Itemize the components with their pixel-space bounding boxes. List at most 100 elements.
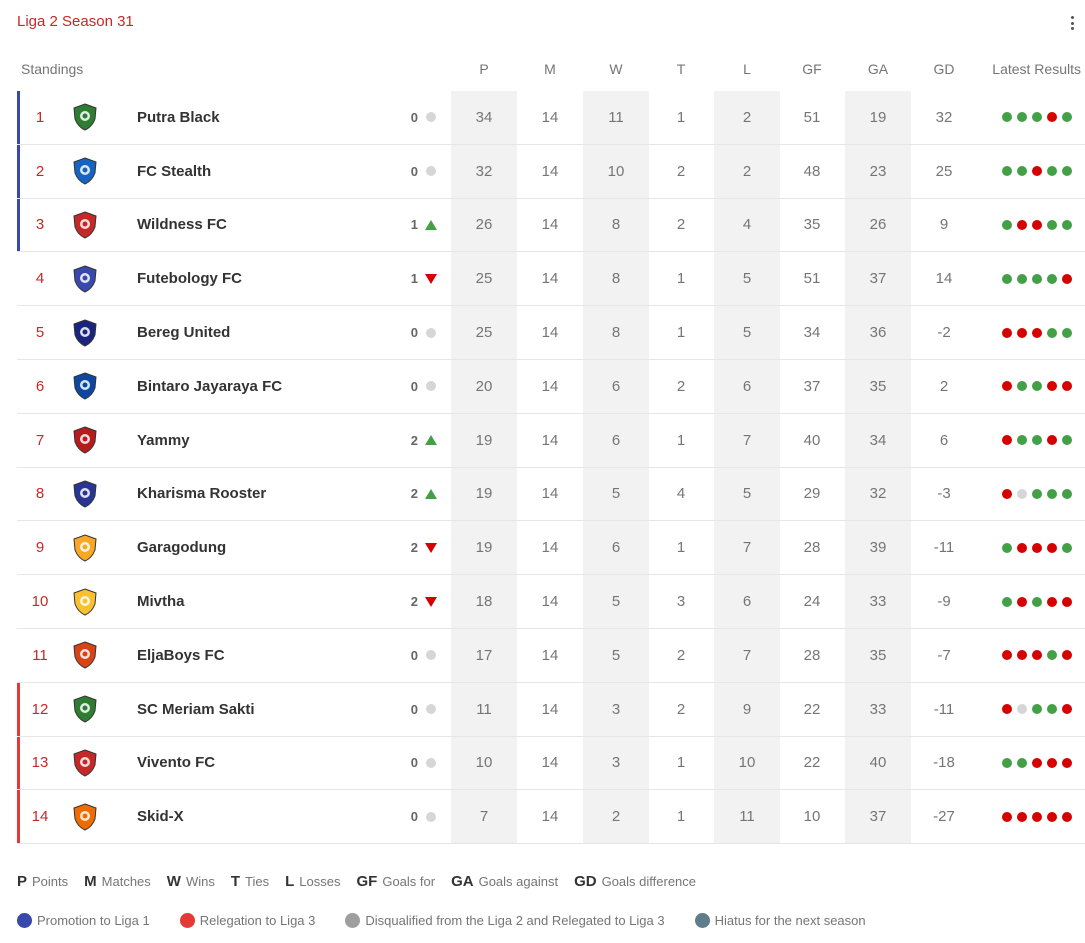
table-row[interactable]: 2 FC Stealth 0 32 14 10 2 2 48 23 25 (17, 144, 1085, 199)
result-loss-dot[interactable] (1062, 757, 1072, 768)
column-header-gd[interactable]: GD (933, 61, 955, 77)
result-loss-dot[interactable] (1032, 650, 1042, 661)
column-header-gf[interactable]: GF (802, 61, 822, 77)
result-win-dot[interactable] (1017, 435, 1027, 446)
result-win-dot[interactable] (1062, 435, 1072, 446)
result-win-dot[interactable] (1017, 381, 1027, 392)
team-name[interactable]: Bintaro Jayaraya FC (137, 377, 283, 395)
result-draw-dot[interactable] (1017, 488, 1027, 499)
column-header-l[interactable]: L (743, 61, 751, 77)
team-name[interactable]: Garagodung (137, 539, 227, 557)
result-win-dot[interactable] (1032, 273, 1042, 284)
team-name[interactable]: Mivtha (137, 593, 185, 611)
result-loss-dot[interactable] (1032, 811, 1042, 822)
result-win-dot[interactable] (1002, 166, 1012, 177)
table-row[interactable]: 7 Yammy 2 19 14 6 1 7 40 34 6 (17, 413, 1085, 468)
result-loss-dot[interactable] (1047, 757, 1057, 768)
result-win-dot[interactable] (1017, 166, 1027, 177)
team-crest-icon[interactable] (68, 531, 102, 565)
team-name[interactable]: Futebology FC (137, 270, 242, 288)
result-win-dot[interactable] (1002, 219, 1012, 230)
table-row[interactable]: 5 Bereg United 0 25 14 8 1 5 34 36 -2 (17, 306, 1085, 360)
result-win-dot[interactable] (1002, 757, 1012, 768)
result-loss-dot[interactable] (1002, 435, 1012, 446)
team-crest-icon[interactable] (68, 638, 102, 672)
result-loss-dot[interactable] (1062, 596, 1072, 607)
team-crest-icon[interactable] (68, 423, 102, 457)
result-win-dot[interactable] (1047, 273, 1057, 284)
result-loss-dot[interactable] (1002, 811, 1012, 822)
result-loss-dot[interactable] (1032, 327, 1042, 338)
team-name[interactable]: Kharisma Rooster (137, 485, 267, 503)
result-win-dot[interactable] (1062, 166, 1072, 177)
table-row[interactable]: 10 Mivtha 2 18 14 5 3 6 24 33 -9 (17, 575, 1085, 629)
result-loss-dot[interactable] (1017, 650, 1027, 661)
team-crest-icon[interactable] (68, 262, 102, 296)
result-win-dot[interactable] (1047, 488, 1057, 499)
result-win-dot[interactable] (1062, 327, 1072, 338)
result-loss-dot[interactable] (1062, 650, 1072, 661)
table-row[interactable]: 6 Bintaro Jayaraya FC 0 20 14 6 2 6 37 35 2 (17, 359, 1085, 414)
result-win-dot[interactable] (1047, 704, 1057, 715)
result-win-dot[interactable] (1017, 273, 1027, 284)
result-loss-dot[interactable] (1047, 112, 1057, 123)
team-crest-icon[interactable] (68, 316, 102, 350)
table-row[interactable]: 13 Vivento FC 0 10 14 3 1 10 22 40 -18 (17, 736, 1085, 791)
result-loss-dot[interactable] (1017, 327, 1027, 338)
result-loss-dot[interactable] (1047, 596, 1057, 607)
team-crest-icon[interactable] (68, 154, 102, 188)
result-win-dot[interactable] (1032, 488, 1042, 499)
team-crest-icon[interactable] (68, 208, 102, 242)
more-options-icon[interactable] (1066, 14, 1078, 32)
team-name[interactable]: Skid-X (137, 808, 184, 826)
result-loss-dot[interactable] (1002, 650, 1012, 661)
team-name[interactable]: Vivento FC (137, 754, 216, 772)
column-header-m[interactable]: M (544, 61, 556, 77)
column-header-t[interactable]: T (676, 61, 686, 77)
result-win-dot[interactable] (1032, 704, 1042, 715)
result-win-dot[interactable] (1032, 112, 1042, 123)
result-loss-dot[interactable] (1032, 219, 1042, 230)
result-loss-dot[interactable] (1047, 542, 1057, 553)
result-loss-dot[interactable] (1047, 381, 1057, 392)
result-win-dot[interactable] (1062, 488, 1072, 499)
team-name[interactable]: Bereg United (137, 324, 231, 342)
team-crest-icon[interactable] (68, 369, 102, 403)
result-loss-dot[interactable] (1047, 435, 1057, 446)
column-header-w[interactable]: W (609, 61, 623, 77)
team-crest-icon[interactable] (68, 477, 102, 511)
table-row[interactable]: 3 Wildness FC 1 26 14 8 2 4 35 26 9 (17, 198, 1085, 253)
result-loss-dot[interactable] (1002, 704, 1012, 715)
result-win-dot[interactable] (1062, 542, 1072, 553)
result-loss-dot[interactable] (1002, 488, 1012, 499)
result-loss-dot[interactable] (1017, 219, 1027, 230)
result-win-dot[interactable] (1002, 273, 1012, 284)
table-row[interactable]: 9 Garagodung 2 19 14 6 1 7 28 39 -11 (17, 521, 1085, 576)
result-win-dot[interactable] (1062, 219, 1072, 230)
result-win-dot[interactable] (1047, 219, 1057, 230)
column-header-p[interactable]: P (479, 61, 489, 77)
result-win-dot[interactable] (1032, 435, 1042, 446)
table-row[interactable]: 12 SC Meriam Sakti 0 11 14 3 2 9 22 33 -11 (17, 682, 1085, 737)
team-crest-icon[interactable] (68, 585, 102, 619)
result-win-dot[interactable] (1047, 327, 1057, 338)
team-crest-icon[interactable] (68, 100, 102, 134)
team-name[interactable]: Yammy (137, 431, 190, 449)
team-crest-icon[interactable] (68, 746, 102, 780)
team-crest-icon[interactable] (68, 800, 102, 834)
result-win-dot[interactable] (1062, 112, 1072, 123)
team-crest-icon[interactable] (68, 692, 102, 726)
result-win-dot[interactable] (1002, 596, 1012, 607)
result-loss-dot[interactable] (1002, 327, 1012, 338)
result-loss-dot[interactable] (1017, 596, 1027, 607)
result-loss-dot[interactable] (1062, 704, 1072, 715)
result-win-dot[interactable] (1002, 112, 1012, 123)
table-row[interactable]: 8 Kharisma Rooster 2 19 14 5 4 5 29 32 -3 (17, 467, 1085, 522)
result-loss-dot[interactable] (1032, 757, 1042, 768)
result-loss-dot[interactable] (1062, 811, 1072, 822)
column-header-ga[interactable]: GA (867, 61, 889, 77)
result-loss-dot[interactable] (1032, 166, 1042, 177)
result-win-dot[interactable] (1047, 650, 1057, 661)
result-draw-dot[interactable] (1017, 704, 1027, 715)
result-loss-dot[interactable] (1062, 381, 1072, 392)
